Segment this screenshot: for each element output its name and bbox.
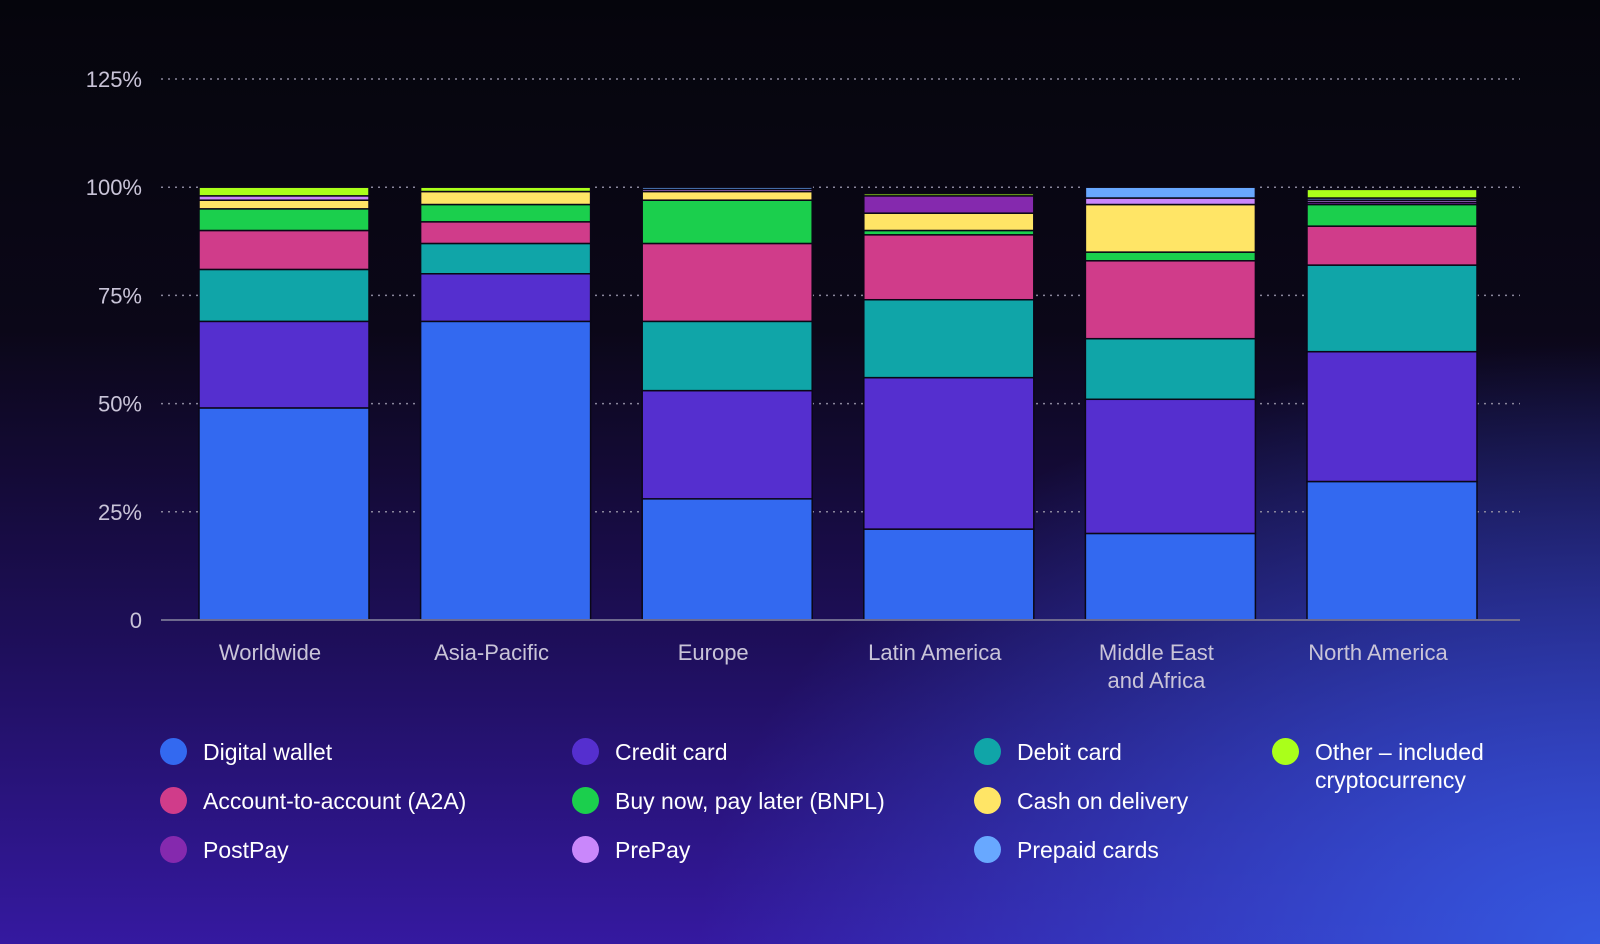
y-tick-label: 50%: [98, 392, 142, 417]
legend-label: Cash on delivery: [1017, 788, 1189, 814]
legend-item-bnpl: Buy now, pay later (BNPL): [572, 787, 885, 815]
bar-segment-credit-card: [1306, 350, 1478, 483]
bar-segment-credit-card: [641, 389, 813, 500]
legend-item-other: Other – included cryptocurrency: [1272, 738, 1484, 794]
legend-label: Buy now, pay later (BNPL): [615, 788, 885, 814]
bar-segment-prepaid-cards: [1084, 186, 1257, 199]
x-tick-label: North America: [1308, 640, 1448, 665]
legend-item-credit-card: Credit card: [572, 738, 727, 766]
y-tick-label: 125%: [86, 67, 142, 92]
legend-swatch: [1272, 738, 1299, 765]
legend-label: Account-to-account (A2A): [203, 788, 467, 814]
legend-label: Prepaid cards: [1017, 837, 1159, 863]
x-tick-label: Asia-Pacific: [434, 640, 549, 665]
bar-segment-digital-wallet: [198, 407, 370, 621]
bar-segment-debit-card: [198, 268, 370, 323]
bar-segment-debit-card: [419, 242, 592, 275]
bar-segment-other-included-cryptocurrency: [863, 192, 1035, 197]
x-tick-label: Latin America: [868, 640, 1002, 665]
legend-label: Debit card: [1017, 739, 1122, 765]
legend-swatch: [572, 787, 599, 814]
x-tick-label: Worldwide: [219, 640, 321, 665]
legend-swatch: [160, 787, 187, 814]
legend-swatch: [160, 738, 187, 765]
legend-label: PrePay: [615, 837, 691, 863]
bar-segment-other-included-cryptocurrency: [1306, 188, 1478, 199]
legend-label-line: Other – included: [1315, 739, 1484, 765]
legend-swatch: [160, 836, 187, 863]
bar-segment-account-to-account-a2a: [198, 229, 370, 271]
bar-segment-other-included-cryptocurrency: [198, 186, 370, 197]
y-tick-label: 0: [130, 608, 142, 633]
legend-label: Digital wallet: [203, 739, 333, 765]
legend-swatch: [974, 836, 1001, 863]
legend-label: PostPay: [203, 837, 289, 863]
bar-segment-digital-wallet: [641, 498, 813, 621]
legend-swatch: [974, 738, 1001, 765]
bar-segment-credit-card: [198, 320, 370, 409]
bar-segment-other-included-cryptocurrency: [419, 186, 592, 193]
x-tick-label: Middle East: [1099, 640, 1214, 665]
bar-segment-credit-card: [863, 376, 1035, 530]
bar-segment-digital-wallet: [863, 528, 1035, 621]
legend-label: Credit card: [615, 739, 728, 765]
legend-item-digital-wallet: Digital wallet: [160, 738, 332, 766]
bar-segment-credit-card: [419, 273, 592, 323]
legend-swatch: [572, 836, 599, 863]
y-tick-label: 100%: [86, 175, 142, 200]
legend-swatch: [974, 787, 1001, 814]
bar-segment-debit-card: [641, 320, 813, 392]
legend-item-debit-card: Debit card: [974, 738, 1122, 766]
bar-segment-buy-now-pay-later-bnpl: [641, 199, 813, 245]
legend-label-line: cryptocurrency: [1315, 767, 1466, 793]
legend-item-prepaid-cards: Prepaid cards: [974, 836, 1159, 864]
legend-item-prepay: PrePay: [572, 836, 690, 864]
legend-swatch: [572, 738, 599, 765]
bar-segment-debit-card: [863, 298, 1035, 379]
y-tick-label: 25%: [98, 500, 142, 525]
x-tick-label: Europe: [678, 640, 749, 665]
y-tick-label: 75%: [98, 283, 142, 308]
legend-item-cash-on-delivery: Cash on delivery: [974, 787, 1188, 815]
bar-segment-account-to-account-a2a: [863, 234, 1035, 301]
legend-item-a2a: Account-to-account (A2A): [160, 787, 466, 815]
bar-segment-prepaid-cards: [641, 186, 813, 191]
legend-item-postpay: PostPay: [160, 836, 289, 864]
bar-segment-account-to-account-a2a: [641, 242, 813, 323]
bar-segment-digital-wallet: [1084, 532, 1257, 621]
x-tick-label: and Africa: [1107, 668, 1206, 693]
bar-segment-cash-on-delivery: [1084, 203, 1257, 253]
legend-label: Other – included cryptocurrency: [1315, 738, 1484, 794]
